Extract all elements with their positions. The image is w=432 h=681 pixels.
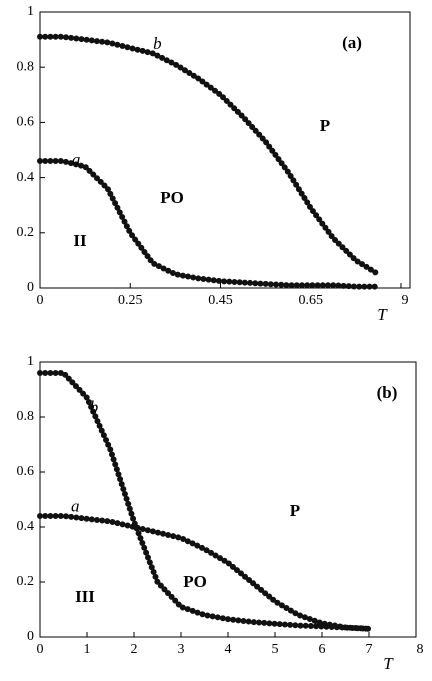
x-axis-label: T	[377, 305, 388, 324]
annotation: PO	[160, 188, 184, 207]
x-tick-label: 6	[319, 642, 326, 657]
x-tick-label: 2	[131, 642, 138, 657]
y-tick-label: 0.4	[17, 519, 35, 534]
y-tick-label: 0.8	[17, 409, 35, 424]
data-curve	[37, 158, 382, 290]
x-tick-label: 0.25	[118, 293, 143, 308]
annotation: III	[75, 587, 95, 606]
series-label: b	[153, 34, 162, 53]
x-tick-label: 9	[401, 293, 408, 308]
plot-frame	[39, 11, 411, 289]
x-tick-label: 4	[225, 642, 232, 657]
x-tick-label: 7	[366, 642, 373, 657]
y-tick-label: 1	[27, 354, 34, 369]
series-label: a	[72, 150, 81, 169]
annotation: II	[73, 231, 87, 250]
data-curve	[37, 513, 372, 632]
data-curve	[37, 370, 372, 632]
x-tick-label: 0.65	[298, 293, 323, 308]
series-label: b	[90, 398, 99, 417]
x-tick-label: 0	[37, 293, 44, 308]
annotation: (b)	[377, 383, 398, 402]
x-tick-label: 1	[84, 642, 91, 657]
x-tick-label: 8	[417, 642, 424, 657]
y-tick-label: 0.8	[17, 59, 35, 74]
series-label: a	[71, 497, 80, 516]
y-tick-label: 0.2	[17, 225, 35, 240]
annotation: (a)	[342, 33, 362, 52]
data-curve	[37, 33, 382, 278]
y-tick-label: 0.6	[17, 464, 35, 479]
x-tick-label: 5	[272, 642, 279, 657]
y-tick-label: 1	[27, 4, 34, 19]
x-tick-label: 0.45	[208, 293, 233, 308]
y-tick-label: 0.6	[17, 115, 35, 130]
x-tick-label: 3	[178, 642, 185, 657]
x-tick-label: 0	[37, 642, 44, 657]
y-tick-label: 0	[27, 280, 34, 295]
x-axis-label: T	[383, 654, 394, 673]
annotation: P	[290, 501, 300, 520]
y-tick-label: 0.4	[17, 170, 35, 185]
y-tick-label: 0.2	[17, 574, 35, 589]
annotation: P	[320, 116, 330, 135]
annotation: PO	[183, 572, 207, 591]
y-tick-label: 0	[27, 629, 34, 644]
